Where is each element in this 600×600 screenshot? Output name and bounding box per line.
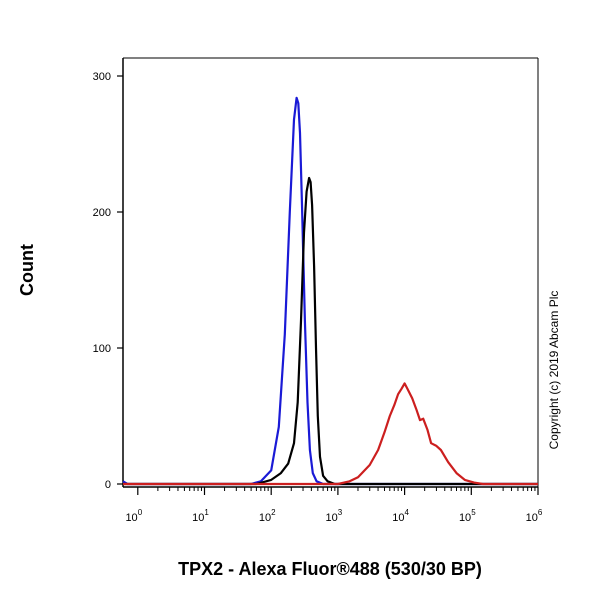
series-line-3 — [123, 382, 538, 486]
plot-area — [122, 57, 539, 488]
y-axis-title: Count — [17, 244, 37, 296]
y-tick-label: 100 — [93, 343, 111, 355]
series-line-1 — [122, 96, 538, 486]
y-axis-ticks: 0 100 200 300 — [93, 71, 123, 491]
series-layer — [122, 96, 538, 486]
x-tick-label: 102 — [259, 508, 276, 524]
series-line-2 — [123, 176, 538, 486]
copyright-annotation: Copyright (c) 2019 Abcam Plc — [547, 291, 561, 450]
y-tick-label: 300 — [93, 71, 111, 83]
x-tick-label: 104 — [392, 508, 409, 524]
x-tick-label: 101 — [192, 508, 209, 524]
y-tick-label: 200 — [93, 207, 111, 219]
x-tick-label: 105 — [459, 508, 476, 524]
x-axis-title: TPX2 - Alexa Fluor®488 (530/30 BP) — [178, 559, 482, 579]
x-tick-label: 100 — [125, 508, 142, 524]
x-axis-ticks: 100 101 102 103 104 105 106 — [125, 487, 543, 524]
x-tick-label: 103 — [326, 508, 343, 524]
x-tick-label: 106 — [526, 508, 543, 524]
y-tick-label: 0 — [105, 479, 111, 491]
